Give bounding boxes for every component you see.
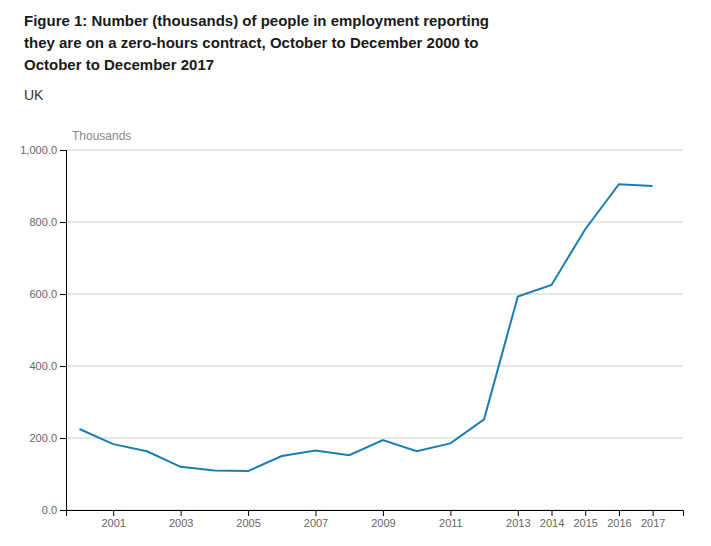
tick-label: 1,000.0 bbox=[20, 144, 57, 156]
tick: 2003 bbox=[169, 510, 193, 529]
grid-line bbox=[66, 150, 683, 151]
tick: 600.0 bbox=[29, 288, 66, 300]
title: Figure 1: Number (thousands) of people i… bbox=[24, 12, 489, 29]
tick-label: 600.0 bbox=[29, 288, 57, 300]
tick-label: 2013 bbox=[506, 517, 530, 529]
title: they are on a zero-hours contract, Octob… bbox=[24, 34, 478, 51]
tick: 1,000.0 bbox=[20, 144, 66, 156]
tick: 2009 bbox=[371, 510, 395, 529]
tick-mark bbox=[585, 510, 586, 516]
axis-line bbox=[67, 511, 684, 517]
tick: 2013 bbox=[506, 510, 530, 529]
tick-mark bbox=[619, 510, 620, 516]
y-axis-label: Thousands bbox=[72, 129, 131, 143]
tick: 200.0 bbox=[29, 432, 66, 444]
tick: 2001 bbox=[101, 510, 125, 529]
tick-label: 2017 bbox=[641, 517, 665, 529]
tick-mark bbox=[383, 510, 384, 516]
tick-label: 2001 bbox=[101, 517, 125, 529]
tick-mark bbox=[60, 438, 66, 439]
line bbox=[79, 184, 652, 471]
subtitle: UK bbox=[24, 87, 44, 103]
title-group: Figure 1: Number (thousands) of people i… bbox=[24, 12, 489, 73]
tick-mark bbox=[450, 510, 451, 516]
tick-label: 400.0 bbox=[29, 360, 57, 372]
tick: 0.0 bbox=[42, 504, 66, 516]
tick-mark bbox=[315, 510, 316, 516]
tick: 2015 bbox=[573, 510, 597, 529]
tick-label: 800.0 bbox=[29, 216, 57, 228]
x-axis: 2001 2003 2005 2007 2009 2011 2013 2014 2015 2016… bbox=[67, 510, 684, 529]
tick-label: 200.0 bbox=[29, 432, 57, 444]
tick-label: 2011 bbox=[439, 517, 463, 529]
tick: 2014 bbox=[540, 510, 564, 529]
tick-mark bbox=[653, 510, 654, 516]
tick-mark bbox=[518, 510, 519, 516]
chart: Figure 1: Number (thousands) of people i… bbox=[0, 0, 711, 546]
tick-mark bbox=[113, 510, 114, 516]
grid-line bbox=[66, 294, 683, 295]
title: October to December 2017 bbox=[24, 56, 214, 73]
tick: 2007 bbox=[304, 510, 328, 529]
tick: 2011 bbox=[439, 510, 463, 529]
tick: 2017 bbox=[641, 510, 665, 529]
tick-label: 0.0 bbox=[42, 504, 57, 516]
grid bbox=[66, 150, 683, 510]
axis-line bbox=[60, 151, 67, 511]
tick: 2016 bbox=[607, 510, 631, 529]
marks bbox=[79, 184, 652, 471]
tick-label: 2016 bbox=[607, 517, 631, 529]
tick-mark bbox=[60, 150, 66, 151]
tick-label: 2009 bbox=[371, 517, 395, 529]
tick-label: 2003 bbox=[169, 517, 193, 529]
grid-line bbox=[66, 438, 683, 439]
grid-line bbox=[66, 366, 683, 367]
tick: 2005 bbox=[236, 510, 260, 529]
tick-mark bbox=[60, 294, 66, 295]
tick-label: 2007 bbox=[304, 517, 328, 529]
plot-area: 0.0200.0400.0600.0800.01,000.02001200320… bbox=[20, 144, 683, 529]
tick-label: 2014 bbox=[540, 517, 564, 529]
tick-mark bbox=[60, 222, 66, 223]
tick-mark bbox=[552, 510, 553, 516]
tick-label: 2005 bbox=[236, 517, 260, 529]
y-axis: 0.0 200.0 400.0 600.0 800.0 1,000.0 bbox=[20, 144, 66, 516]
tick: 800.0 bbox=[29, 216, 66, 228]
tick: 400.0 bbox=[29, 360, 66, 372]
tick-label: 2015 bbox=[573, 517, 597, 529]
tick-mark bbox=[248, 510, 249, 516]
tick-mark bbox=[60, 510, 66, 511]
tick-mark bbox=[181, 510, 182, 516]
tick-mark bbox=[60, 366, 66, 367]
